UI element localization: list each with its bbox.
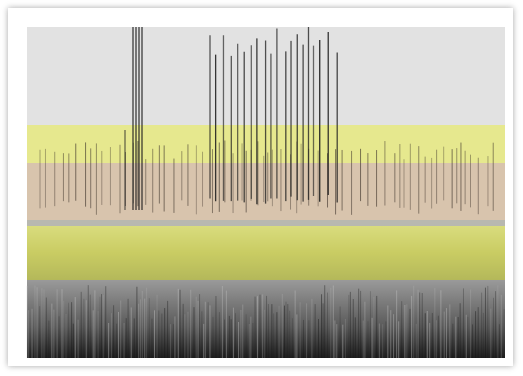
olive-band [27, 226, 505, 280]
spectrogram [0, 0, 523, 376]
dark-band [27, 280, 505, 358]
gray-strip [27, 220, 505, 226]
page: (() => { const g = document.getElementBy… [0, 0, 523, 376]
